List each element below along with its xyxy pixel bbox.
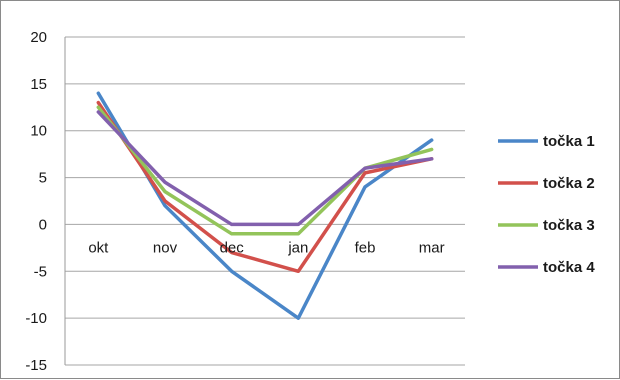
legend-label: točka 2 xyxy=(543,175,595,192)
y-tick-label: 0 xyxy=(39,216,47,233)
series-line xyxy=(96,91,434,320)
x-tick-label: jan xyxy=(287,239,308,256)
legend-label: točka 4 xyxy=(543,259,595,276)
y-tick-label: -5 xyxy=(34,263,47,280)
y-tick-label: -15 xyxy=(25,357,47,374)
x-tick-label: mar xyxy=(419,239,445,256)
series-line xyxy=(96,100,434,274)
y-tick-label: 5 xyxy=(39,170,47,187)
legend-label: točka 1 xyxy=(543,133,595,150)
y-tick-label: 15 xyxy=(30,76,47,93)
x-axis-labels: okt nov dec jan feb mar xyxy=(88,239,444,256)
x-tick-label: nov xyxy=(153,239,178,256)
gridlines xyxy=(65,36,465,366)
x-tick-label: okt xyxy=(88,239,109,256)
x-tick-label: dec xyxy=(220,239,245,256)
series-lines xyxy=(96,91,434,320)
legend: točka 1 točka 2 točka 3 točka 4 xyxy=(498,133,595,276)
y-axis: 20 15 10 5 0 -5 -10 -15 xyxy=(25,29,66,374)
y-tick-label: 10 xyxy=(30,123,47,140)
y-tick-label: -10 xyxy=(25,310,47,327)
y-tick-label: 20 xyxy=(30,29,47,46)
legend-label: točka 3 xyxy=(543,217,595,234)
series-line xyxy=(96,110,434,227)
x-tick-label: feb xyxy=(355,239,376,256)
